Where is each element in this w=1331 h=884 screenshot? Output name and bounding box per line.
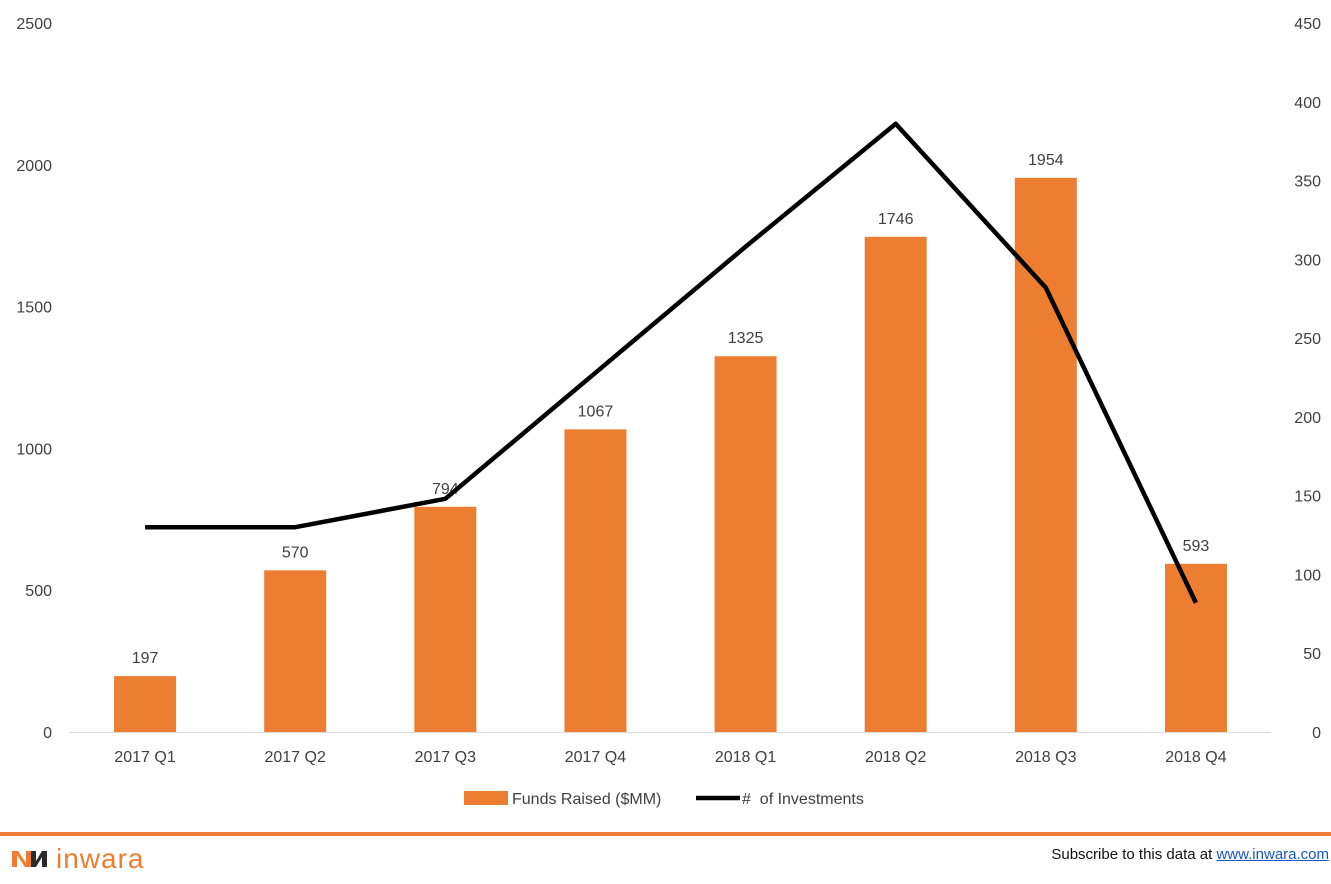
combo-chart: 0 500 1000 1500 2000 2500 0 50 100 150 200 250 300 3… bbox=[16, 16, 1321, 808]
bar-data-label: 1067 bbox=[578, 403, 614, 420]
left-tick-label: 2500 bbox=[16, 16, 52, 33]
bar-data-label: 197 bbox=[132, 650, 159, 667]
bar-funds-raised bbox=[114, 676, 177, 732]
left-tick-label: 2000 bbox=[16, 158, 52, 175]
right-tick-label: 300 bbox=[1294, 252, 1321, 269]
right-axis-ticks: 0 50 100 150 200 250 300 350 400 450 bbox=[1294, 16, 1321, 742]
right-tick-label: 250 bbox=[1294, 331, 1321, 348]
bar-data-label: 1746 bbox=[878, 211, 914, 228]
x-tick-label: 2018 Q1 bbox=[715, 749, 776, 766]
right-tick-label: 0 bbox=[1312, 725, 1321, 742]
x-axis-ticks: 2017 Q1 2017 Q2 2017 Q3 2017 Q4 2018 Q1 2018 … bbox=[114, 749, 1226, 766]
left-tick-label: 500 bbox=[25, 583, 52, 600]
bar-data-label: 1325 bbox=[728, 330, 764, 347]
bar-data-label: 593 bbox=[1183, 538, 1210, 555]
inwara-logo-icon bbox=[12, 851, 47, 867]
right-tick-label: 100 bbox=[1294, 567, 1321, 584]
bar-funds-raised bbox=[864, 236, 927, 732]
bar-funds-raised bbox=[1164, 563, 1227, 732]
left-tick-label: 1500 bbox=[16, 300, 52, 317]
legend-label-investments: # of Investments bbox=[742, 791, 864, 808]
bar-funds-raised bbox=[414, 506, 477, 732]
line-series bbox=[144, 121, 1198, 604]
legend-label-funds: Funds Raised ($MM) bbox=[512, 791, 661, 808]
x-tick-label: 2017 Q3 bbox=[415, 749, 476, 766]
bar-funds-raised bbox=[264, 570, 327, 732]
bar-funds-raised bbox=[564, 429, 627, 732]
inwara-logo[interactable]: inwara bbox=[12, 842, 144, 876]
brand-name: inwara bbox=[56, 843, 145, 874]
subscribe-note: Subscribe to this data at www.inwara.com bbox=[1051, 846, 1329, 863]
left-tick-label: 0 bbox=[43, 725, 52, 742]
footer-rule bbox=[0, 832, 1331, 836]
left-axis-ticks: 0 500 1000 1500 2000 2500 bbox=[16, 16, 52, 742]
x-tick-label: 2017 Q2 bbox=[264, 749, 325, 766]
legend-swatch-funds bbox=[464, 791, 508, 805]
x-tick-label: 2017 Q4 bbox=[565, 749, 626, 766]
right-tick-label: 150 bbox=[1294, 489, 1321, 506]
subscribe-link[interactable]: www.inwara.com bbox=[1216, 846, 1329, 863]
x-tick-label: 2018 Q2 bbox=[865, 749, 926, 766]
subscribe-text: Subscribe to this data at bbox=[1051, 846, 1217, 863]
bar-funds-raised bbox=[714, 356, 777, 732]
x-tick-label: 2018 Q3 bbox=[1015, 749, 1076, 766]
legend: Funds Raised ($MM) # of Investments bbox=[464, 791, 864, 808]
bar-series bbox=[114, 177, 1227, 733]
right-tick-label: 50 bbox=[1303, 646, 1321, 663]
left-tick-label: 1000 bbox=[16, 441, 52, 458]
right-tick-label: 350 bbox=[1294, 174, 1321, 191]
right-tick-label: 400 bbox=[1294, 95, 1321, 112]
bar-data-label: 1954 bbox=[1028, 152, 1064, 169]
right-tick-label: 450 bbox=[1294, 16, 1321, 33]
x-tick-label: 2018 Q4 bbox=[1165, 749, 1226, 766]
line-investments bbox=[145, 121, 1198, 604]
bar-data-label: 570 bbox=[282, 544, 309, 561]
x-tick-label: 2017 Q1 bbox=[114, 749, 175, 766]
bar-funds-raised bbox=[1014, 177, 1077, 733]
right-tick-label: 200 bbox=[1294, 410, 1321, 427]
